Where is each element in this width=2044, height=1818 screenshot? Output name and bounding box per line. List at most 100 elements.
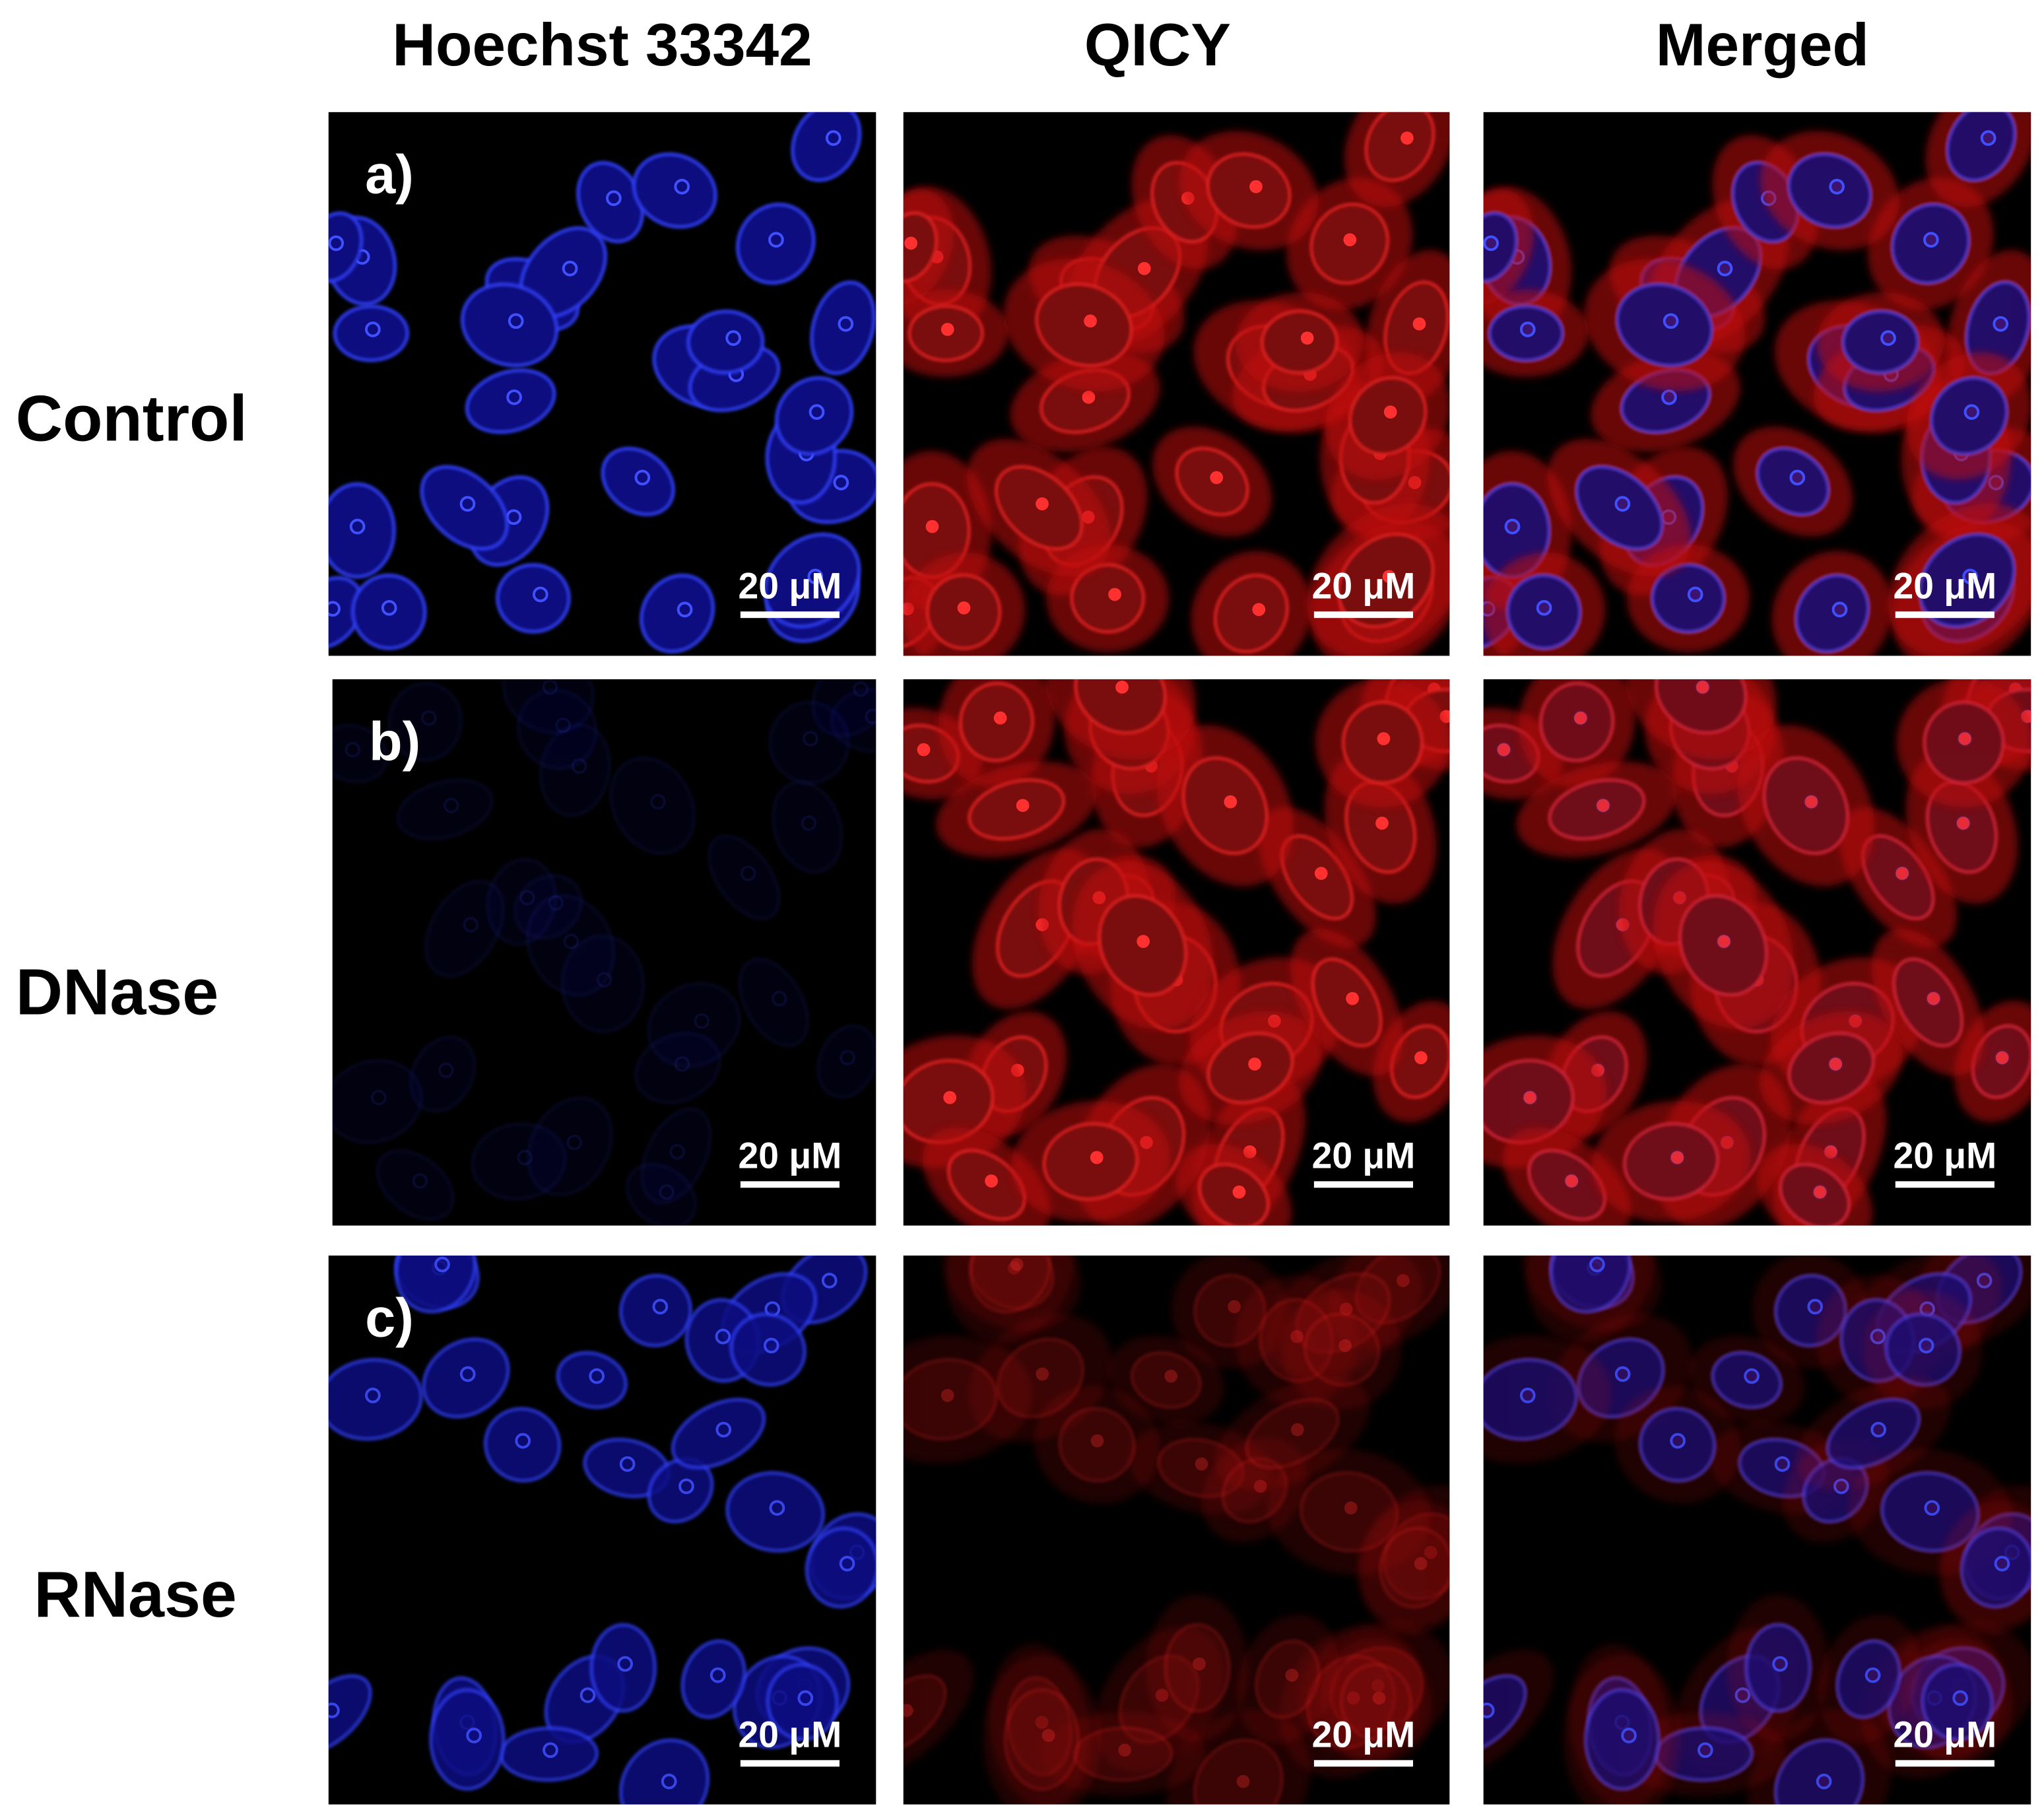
panel-label: a) (365, 143, 414, 205)
nucleus-red (1130, 1351, 1202, 1409)
nucleolus-blue (1669, 1149, 1686, 1166)
nucleus-blue (328, 211, 364, 283)
cells (328, 1255, 876, 1805)
panels: a) 20 μM 20 μM 20 μM b) 20 μM 20 μM 20 μM c) 20 μ… (328, 112, 2031, 1805)
nucleolus-blue (1829, 178, 1845, 195)
nucleus-blue (328, 482, 396, 579)
scale-bar-label: 20 μM (1312, 1135, 1416, 1176)
nucleolus (1236, 1774, 1250, 1788)
nucleus-blue (1623, 1122, 1719, 1201)
nucleus-blue (1678, 894, 1768, 997)
micrograph: b) 20 μM (332, 679, 876, 1226)
nucleolus (1383, 405, 1397, 419)
nucleus-blue (729, 1312, 807, 1387)
nucleus-blue (1488, 304, 1564, 362)
nucleus-blue (589, 1623, 657, 1713)
nucleus-blue (766, 1663, 839, 1741)
nucleolus (904, 236, 918, 250)
column-header: Hoechst 33342 (392, 12, 812, 79)
nucleus-blue (328, 1674, 372, 1755)
nucleolus-blue (825, 130, 841, 146)
nucleus-blue (502, 679, 595, 735)
nucleolus-blue (370, 1089, 387, 1106)
nucleus-red (1255, 1639, 1321, 1719)
nucleolus-blue (1536, 599, 1552, 616)
nucleolus (1252, 603, 1266, 617)
nucleolus-blue (652, 1298, 669, 1315)
panel-label: c) (365, 1287, 414, 1348)
nucleus-red (968, 778, 1065, 840)
nucleolus-blue (1918, 1337, 1934, 1354)
scale-bar (740, 1760, 840, 1767)
nucleolus (1010, 1258, 1024, 1271)
nucleolus-blue (589, 1368, 605, 1384)
nucleolus-blue (1504, 518, 1521, 535)
nucleolus-blue (1807, 1298, 1824, 1315)
scale-bar (1895, 1760, 1995, 1767)
nucleolus-blue (532, 586, 548, 603)
nucleus-red (1340, 1663, 1412, 1741)
micrograph: 20 μM (1483, 1255, 2031, 1805)
nucleolus-blue (678, 1478, 694, 1495)
nucleolus (1285, 1668, 1299, 1682)
nucleus-red (1311, 957, 1383, 1048)
nucleolus-blue (1925, 990, 1942, 1007)
nucleolus (1016, 799, 1030, 813)
nucleus-blue (771, 780, 843, 874)
nucleus-blue (396, 778, 494, 840)
nucleolus (1224, 795, 1237, 809)
nucleus-red (903, 1358, 998, 1441)
cells (903, 1255, 1450, 1805)
nucleolus (1210, 471, 1224, 485)
nucleolus-blue (1828, 1056, 1844, 1072)
nucleolus (1377, 732, 1391, 745)
column-header: Merged (1656, 12, 1869, 79)
nucleolus-blue (1803, 793, 1820, 810)
nucleolus (1036, 1367, 1049, 1381)
nucleus-blue (351, 574, 427, 650)
column-header: QICY (1084, 12, 1231, 79)
scale-bar-label: 20 μM (1893, 1135, 1996, 1176)
nucleolus-blue (463, 916, 479, 933)
nucleus-red (1003, 1688, 1080, 1791)
nucleolus-blue (617, 1656, 633, 1672)
nucleus-blue (791, 112, 862, 182)
scale-bar (1895, 611, 1995, 619)
nucleolus-blue (1923, 232, 1939, 248)
nucleolus-blue (459, 1366, 476, 1382)
nucleolus-blue (1717, 260, 1733, 277)
nucleolus-blue (694, 1013, 710, 1029)
nucleolus-blue (1962, 568, 1979, 585)
nucleolus-blue (459, 496, 476, 512)
nucleolus-blue (763, 1337, 779, 1354)
nucleolus-blue (669, 1143, 686, 1160)
nucleus-blue (1841, 310, 1920, 374)
cells (1483, 1255, 2031, 1805)
nucleus-blue (609, 757, 696, 855)
nucleolus-blue (740, 865, 756, 881)
nucleolus-blue (579, 1687, 596, 1703)
nucleolus-blue (768, 232, 784, 248)
nucleolus-blue (839, 1555, 855, 1572)
nucleolus-blue (634, 469, 651, 486)
nucleus-blue (1483, 1358, 1578, 1441)
scale-bar (1313, 611, 1414, 619)
nucleolus-blue (1880, 330, 1896, 346)
nucleolus (925, 520, 939, 533)
nucleus-blue (525, 894, 616, 997)
nucleus-red (1058, 1407, 1136, 1483)
nucleolus-blue (715, 1421, 732, 1438)
scale-bar-label: 20 μM (739, 1714, 842, 1755)
nucleolus-blue (1924, 1500, 1940, 1516)
micrograph: 20 μM (1483, 679, 2031, 1226)
nucleolus (985, 1174, 998, 1188)
cells (903, 112, 1450, 656)
nucleolus-blue (328, 1702, 340, 1718)
nucleolus-blue (1663, 313, 1679, 329)
nucleolus (1248, 1057, 1261, 1071)
nucleolus-blue (519, 890, 535, 906)
nucleus-red (1193, 1738, 1284, 1805)
nucleus-blue (1655, 679, 1748, 735)
nucleolus (1382, 570, 1396, 584)
nucleolus-blue (1994, 1555, 2010, 1572)
